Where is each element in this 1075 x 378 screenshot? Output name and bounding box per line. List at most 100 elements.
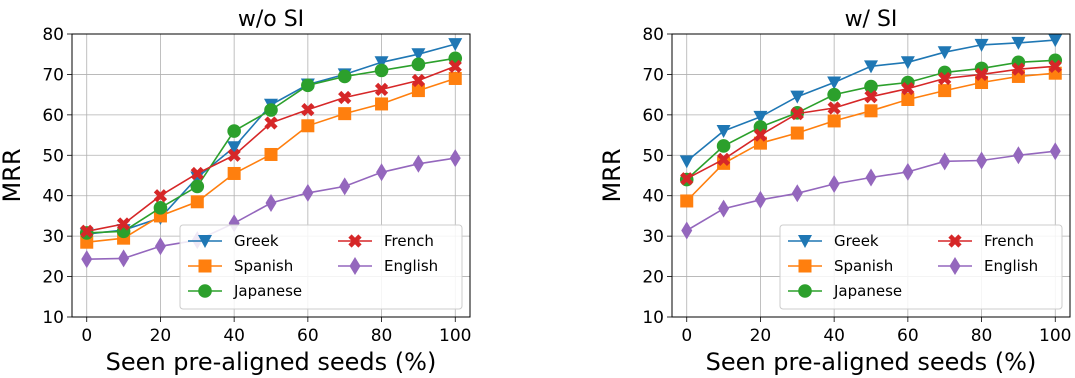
legend-item-japanese: Japanese <box>188 282 302 300</box>
data-point-spanish <box>338 107 352 121</box>
data-point-french <box>1011 62 1026 76</box>
legend-marker-english <box>949 257 961 275</box>
series-greek <box>679 34 1063 169</box>
legend-label: Japanese <box>833 282 902 300</box>
y-tick-label: 70 <box>642 65 664 85</box>
legend-label: Japanese <box>233 282 302 300</box>
y-tick-label: 30 <box>42 227 64 247</box>
legend-box <box>179 224 463 310</box>
data-point-french <box>153 189 168 203</box>
x-tick-label: 100 <box>439 326 471 346</box>
data-point-japanese <box>827 87 841 102</box>
legend-label: English <box>984 257 1038 275</box>
data-point-greek <box>937 46 952 60</box>
legend: Greek French Spanish English Japanese <box>779 224 1063 310</box>
series-french <box>680 59 1062 186</box>
data-point-french <box>974 67 989 82</box>
legend-marker-greek <box>798 235 812 248</box>
data-point-english <box>791 184 803 203</box>
legend-item-french: French <box>338 232 434 250</box>
legend-item-greek: Greek <box>788 232 879 250</box>
data-point-french <box>448 59 462 73</box>
data-point-french <box>264 116 278 130</box>
x-tick-label: 0 <box>81 326 92 346</box>
data-point-english <box>939 152 951 171</box>
data-point-greek <box>716 125 731 139</box>
series-line-english <box>686 150 1056 232</box>
chart-panel-without-si: 0 20 40 60 80 100 10 20 30 40 50 60 70 80 w/o SI Seen p… <box>0 7 471 376</box>
x-tick-label: 40 <box>223 326 245 346</box>
data-point-french <box>716 152 731 166</box>
data-point-french <box>680 172 694 186</box>
x-tick-label: 80 <box>971 326 993 346</box>
data-point-french <box>411 73 426 88</box>
x-axis-label: Seen pre-aligned seeds (%) <box>106 348 437 376</box>
data-point-greek <box>1011 36 1026 50</box>
legend-marker-japanese <box>198 284 212 298</box>
data-point-english <box>449 149 461 168</box>
x-tick-label: 0 <box>681 326 692 346</box>
y-tick-label: 10 <box>642 308 664 328</box>
legend-item-english: English <box>938 257 1038 275</box>
plot-frame <box>71 33 471 318</box>
x-tick-label: 60 <box>897 326 919 346</box>
data-point-spanish <box>680 194 694 208</box>
series-english <box>681 142 1061 240</box>
y-tick-label: 60 <box>642 106 664 126</box>
y-tick-label: 30 <box>642 227 664 247</box>
data-point-french <box>753 128 768 142</box>
data-point-japanese <box>374 63 389 78</box>
legend-label: French <box>984 232 1034 250</box>
data-point-greek <box>227 141 242 155</box>
data-point-english <box>339 177 351 196</box>
data-point-greek <box>753 110 768 124</box>
legend-item-spanish: Spanish <box>788 257 893 275</box>
data-point-greek <box>411 48 426 62</box>
data-point-french <box>827 101 841 115</box>
data-point-greek <box>864 60 878 74</box>
data-point-japanese <box>864 79 878 94</box>
series-line-japanese <box>686 59 1056 181</box>
y-axis-label: MRR <box>598 148 626 202</box>
data-point-spanish <box>80 235 94 249</box>
y-tick-label: 40 <box>642 187 664 207</box>
y-tick-label: 60 <box>42 106 64 126</box>
data-point-greek <box>679 155 694 169</box>
chart-panel-with-si: 0 20 40 60 80 100 10 20 30 40 50 60 70 80 w/ SI Seen pr… <box>598 7 1071 376</box>
y-tick-label: 10 <box>42 308 64 328</box>
data-point-spanish <box>190 195 204 209</box>
data-point-spanish <box>301 119 315 133</box>
y-tick-label: 80 <box>642 25 664 45</box>
legend-label: Greek <box>234 232 279 250</box>
x-tick-label: 20 <box>750 326 772 346</box>
data-point-english <box>718 199 730 218</box>
y-tick-label: 20 <box>42 268 64 288</box>
legend-marker-french <box>348 234 362 248</box>
legend-label: Spanish <box>234 257 293 275</box>
data-point-spanish <box>901 92 915 106</box>
legend-label: Greek <box>834 232 879 250</box>
chart-title: w/ SI <box>845 7 898 32</box>
data-point-spanish <box>227 166 241 180</box>
data-point-french <box>80 224 94 238</box>
data-point-english <box>976 151 988 170</box>
data-point-english <box>154 237 166 256</box>
legend-marker-greek <box>198 235 212 248</box>
x-tick-label: 80 <box>371 326 393 346</box>
data-point-french <box>790 107 804 121</box>
chart-title: w/o SI <box>238 7 304 32</box>
data-point-french <box>301 102 315 117</box>
legend-marker-english <box>349 257 361 275</box>
y-tick-label: 70 <box>42 65 64 85</box>
y-tick-label: 80 <box>42 25 64 45</box>
data-point-greek <box>827 76 842 90</box>
legend-item-japanese: Japanese <box>788 282 902 300</box>
data-point-japanese <box>153 201 168 215</box>
data-point-spanish <box>864 104 878 118</box>
plot-frame <box>671 33 1071 318</box>
legend-item-greek: Greek <box>188 232 279 250</box>
legend-marker-japanese <box>798 284 812 298</box>
data-point-english <box>754 190 766 209</box>
data-point-japanese <box>337 69 352 84</box>
